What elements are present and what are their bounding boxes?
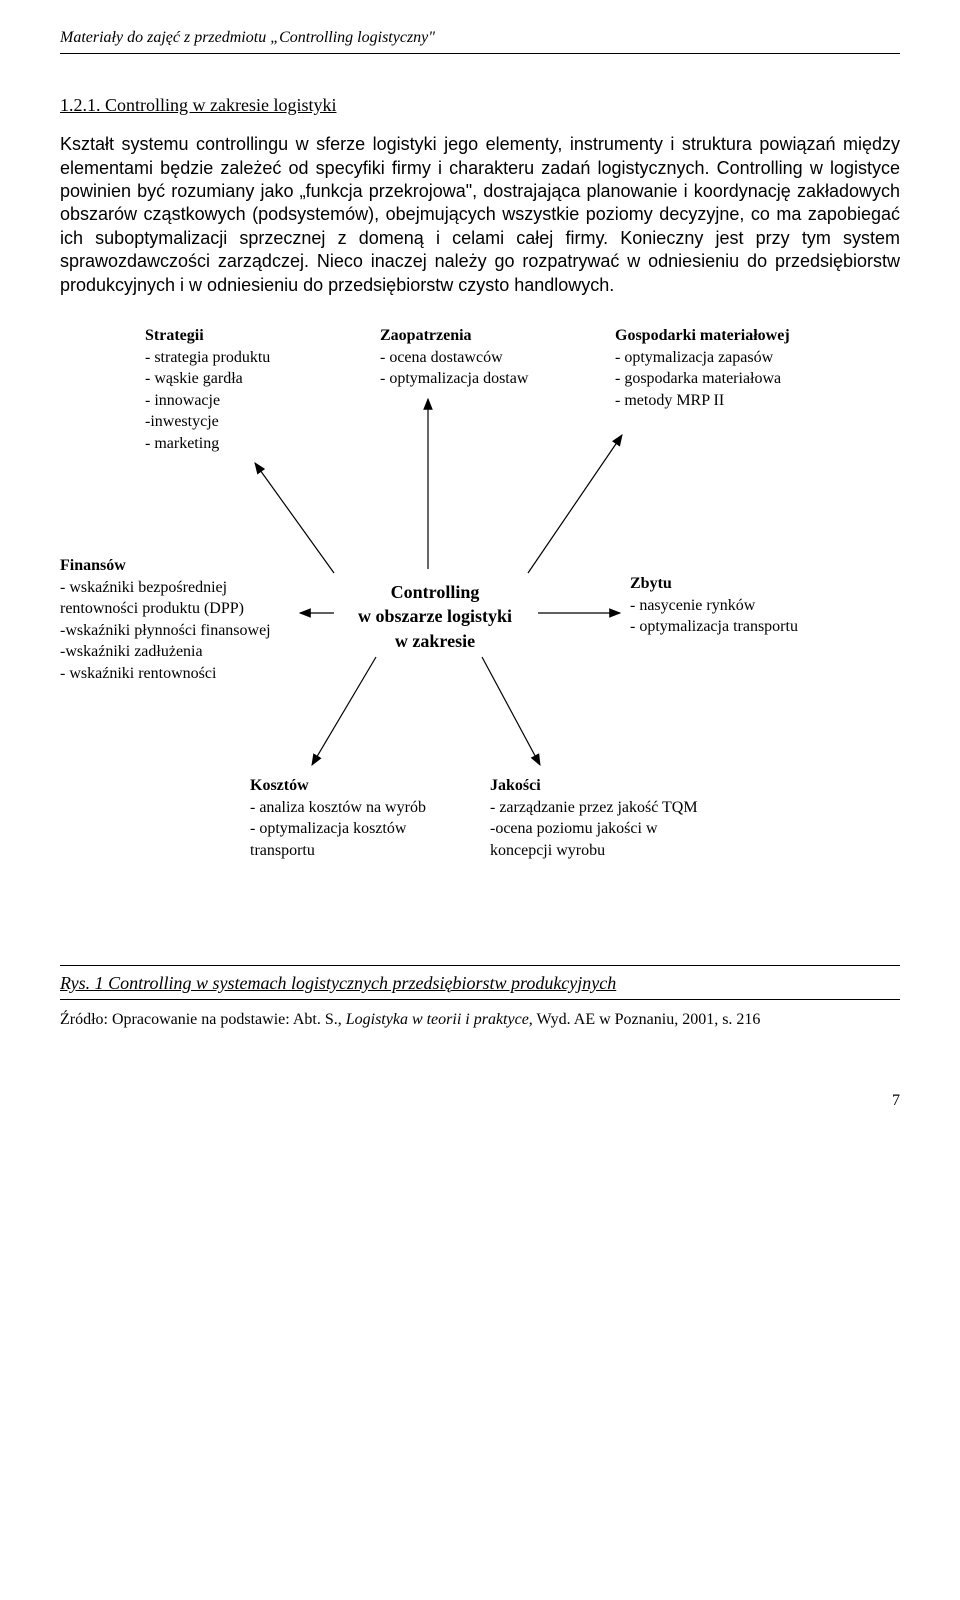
center-line-3: w zakresie xyxy=(340,629,530,653)
node-strategii: Strategii - strategia produktu- wąskie ga… xyxy=(145,325,325,455)
node-title: Zaopatrzenia xyxy=(380,327,472,344)
node-item: - zarządzanie przez jakość TQM xyxy=(490,797,700,819)
page-header: Materiały do zajęć z przedmiotu „Control… xyxy=(60,28,900,54)
node-item: - wąskie gardła xyxy=(145,368,325,390)
figure-source: Źródło: Opracowanie na podstawie: Abt. S… xyxy=(60,1010,900,1031)
node-gospodarki: Gospodarki materiałowej - optymalizacja z… xyxy=(615,325,845,411)
node-item: - metody MRP II xyxy=(615,390,845,412)
node-item: - nasycenie rynków xyxy=(630,595,810,617)
body-paragraph: Kształt systemu controllingu w sferze lo… xyxy=(60,133,900,297)
node-title: Strategii xyxy=(145,327,204,344)
node-zbytu: Zbytu - nasycenie rynków- optymalizacja t… xyxy=(630,573,810,638)
node-item: - marketing xyxy=(145,433,325,455)
node-item: - optymalizacja zapasów xyxy=(615,347,845,369)
node-item: - strategia produktu xyxy=(145,347,325,369)
node-item: - ocena dostawców xyxy=(380,347,580,369)
node-item: - analiza kosztów na wyrób xyxy=(250,797,430,819)
node-item: - optymalizacja kosztów transportu xyxy=(250,818,430,861)
node-item: - wskaźniki rentowności xyxy=(60,663,295,685)
node-title: Jakości xyxy=(490,777,541,794)
diagram-center: Controlling w obszarze logistyki w zakre… xyxy=(340,580,530,653)
node-title: Zbytu xyxy=(630,575,672,592)
node-item: -wskaźniki zadłużenia xyxy=(60,641,295,663)
node-zaopatrzenia: Zaopatrzenia - ocena dostawców- optymaliz… xyxy=(380,325,580,390)
node-title: Kosztów xyxy=(250,777,309,794)
node-title: Finansów xyxy=(60,557,126,574)
center-line-2: w obszarze logistyki xyxy=(340,604,530,628)
node-item: - gospodarka materiałowa xyxy=(615,368,845,390)
node-finansow: Finansów - wskaźniki bezpośredniej rentow… xyxy=(60,555,295,685)
center-line-1: Controlling xyxy=(340,580,530,604)
node-jakosci: Jakości - zarządzanie przez jakość TQM-oc… xyxy=(490,775,700,861)
source-suffix: , Wyd. AE w Poznaniu, 2001, s. 216 xyxy=(529,1011,761,1028)
node-item: -wskaźniki płynności finansowej xyxy=(60,620,295,642)
section-title: 1.2.1. Controlling w zakresie logistyki xyxy=(60,94,900,117)
controlling-diagram: Controlling w obszarze logistyki w zakre… xyxy=(60,325,900,955)
node-item: - optymalizacja dostaw xyxy=(380,368,580,390)
node-item: -ocena poziomu jakości w koncepcji wyrob… xyxy=(490,818,700,861)
figure-rule-bottom xyxy=(60,999,900,1000)
node-title: Gospodarki materiałowej xyxy=(615,327,790,344)
node-item: - wskaźniki bezpośredniej rentowności pr… xyxy=(60,577,295,620)
source-prefix: Źródło: Opracowanie na podstawie: Abt. S… xyxy=(60,1011,346,1028)
node-item: -inwestycje xyxy=(145,411,325,433)
page-number: 7 xyxy=(60,1091,900,1112)
node-item: - innowacje xyxy=(145,390,325,412)
figure-caption: Rys. 1 Controlling w systemach logistycz… xyxy=(60,966,900,999)
node-kosztow: Kosztów - analiza kosztów na wyrób- optym… xyxy=(250,775,430,861)
node-item: - optymalizacja transportu xyxy=(630,616,810,638)
source-italic: Logistyka w teorii i praktyce xyxy=(346,1011,529,1028)
